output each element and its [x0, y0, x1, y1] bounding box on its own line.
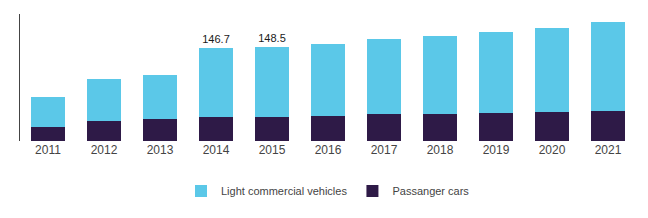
svg-text:2012: 2012: [91, 143, 118, 157]
svg-text:2014: 2014: [203, 143, 230, 157]
svg-text:2015: 2015: [259, 143, 286, 157]
svg-text:2018: 2018: [427, 143, 454, 157]
svg-text:148.5: 148.5: [258, 32, 286, 44]
svg-text:2020: 2020: [539, 143, 566, 157]
svg-text:146.7: 146.7: [202, 33, 230, 45]
svg-text:2013: 2013: [147, 143, 174, 157]
svg-text:2019: 2019: [483, 143, 510, 157]
svg-text:Passanger cars: Passanger cars: [392, 185, 469, 197]
svg-text:2017: 2017: [371, 143, 398, 157]
svg-text:Light commercial vehicles: Light commercial vehicles: [221, 185, 347, 197]
svg-text:2016: 2016: [315, 143, 342, 157]
svg-text:2021: 2021: [595, 143, 622, 157]
svg-text:2011: 2011: [35, 143, 61, 157]
